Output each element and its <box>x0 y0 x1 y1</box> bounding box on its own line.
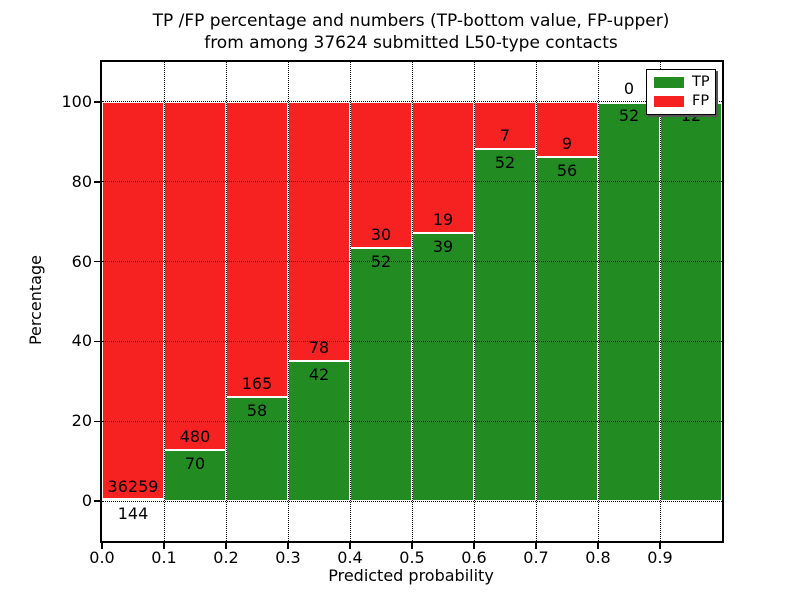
y-gridline <box>102 340 722 342</box>
x-gridline <box>225 62 227 541</box>
x-tickmark <box>659 543 661 549</box>
bar-label-fp: 0 <box>623 78 635 98</box>
y-tickmark <box>94 500 100 502</box>
bar-segment-tp <box>474 149 536 502</box>
bar-label-fp: 30 <box>370 224 392 244</box>
plot-area: 3625914448070165587842305219397529560520… <box>100 60 724 543</box>
x-tickmark <box>597 543 599 549</box>
y-tickmark <box>94 101 100 103</box>
bar-label-tp: 70 <box>184 454 206 474</box>
y-tick-label: 100 <box>61 91 92 111</box>
bar-label-tp: 52 <box>618 105 640 125</box>
y-tick-label: 80 <box>71 171 92 191</box>
legend-row-tp: TP <box>654 74 710 90</box>
x-tickmark <box>535 543 537 549</box>
y-tick-label: 60 <box>71 251 92 271</box>
x-gridline <box>411 62 413 541</box>
bar-segment-fp <box>288 101 350 362</box>
bar-label-fp: 7 <box>499 126 511 146</box>
x-gridline <box>349 62 351 541</box>
bar-label-tp: 144 <box>117 503 149 523</box>
x-tick-label: 0.1 <box>151 548 177 567</box>
x-tick-label: 0.9 <box>647 548 673 567</box>
bar-segment-fp <box>350 101 412 248</box>
y-gridline <box>102 101 722 103</box>
bar-label-tp: 56 <box>556 161 578 181</box>
legend: TP FP <box>646 69 716 115</box>
chart-title: TP /FP percentage and numbers (TP-bottom… <box>100 10 722 54</box>
bar-segment-fp <box>474 101 536 150</box>
y-gridline <box>102 181 722 183</box>
bar-label-fp: 165 <box>241 374 273 394</box>
x-tick-label: 0.0 <box>89 548 115 567</box>
y-tickmark <box>94 181 100 183</box>
y-gridline <box>102 261 722 263</box>
chart-title-line2: from among 37624 submitted L50-type cont… <box>204 33 618 53</box>
y-tick-label: 0 <box>81 491 92 511</box>
x-gridline <box>597 62 599 541</box>
bar-label-tp: 42 <box>308 365 330 385</box>
bar-label-fp: 19 <box>432 209 454 229</box>
x-tick-label: 0.4 <box>337 548 363 567</box>
x-tickmark <box>411 543 413 549</box>
x-tickmark <box>225 543 227 549</box>
fp-swatch-icon <box>654 96 684 107</box>
bar-segment-tp <box>288 361 350 502</box>
y-gridline <box>102 420 722 422</box>
y-tickmark <box>94 420 100 422</box>
bar-segment-tp <box>412 232 474 502</box>
y-tickmark <box>94 260 100 263</box>
legend-row-fp: FP <box>654 93 710 109</box>
y-tick-label: 40 <box>71 331 92 351</box>
bar-label-tp: 52 <box>370 251 392 271</box>
x-tick-label: 0.2 <box>213 548 239 567</box>
y-tickmark <box>94 340 100 343</box>
tp-swatch-icon <box>654 77 684 88</box>
x-gridline <box>287 62 289 541</box>
x-axis-label: Predicted probability <box>328 566 494 585</box>
legend-label-fp: FP <box>692 93 710 109</box>
x-tick-label: 0.5 <box>399 548 425 567</box>
bar-label-fp: 9 <box>561 134 573 154</box>
bar-label-tp: 52 <box>494 153 516 173</box>
x-tickmark <box>101 543 103 549</box>
bar-label-fp: 480 <box>179 427 211 447</box>
x-gridline <box>535 62 537 541</box>
bar-label-tp: 39 <box>432 236 454 256</box>
bar-segment-tp <box>660 101 722 502</box>
bar-segment-fp <box>164 101 226 451</box>
bar-label-fp: 78 <box>308 338 330 358</box>
y-axis-label: Percentage <box>26 255 45 346</box>
bar-segment-fp <box>412 101 474 233</box>
x-tick-label: 0.3 <box>275 548 301 567</box>
x-tickmark <box>163 543 165 549</box>
bar-segment-fp <box>536 101 598 158</box>
bar-segment-tp <box>536 157 598 502</box>
chart-title-line1: TP /FP percentage and numbers (TP-bottom… <box>152 11 670 31</box>
x-tick-label: 0.8 <box>585 548 611 567</box>
x-tick-label: 0.6 <box>461 548 487 567</box>
bar-segment-fp <box>226 101 288 398</box>
x-tickmark <box>349 543 351 549</box>
bar-label-fp: 36259 <box>107 476 159 496</box>
x-gridline <box>659 62 661 541</box>
x-tickmark <box>473 543 475 549</box>
x-gridline <box>473 62 475 541</box>
y-tick-label: 20 <box>71 411 92 431</box>
bar-segment-tp <box>350 247 412 502</box>
x-tick-label: 0.7 <box>523 548 549 567</box>
legend-label-tp: TP <box>692 74 710 90</box>
y-gridline <box>102 500 722 502</box>
bar-label-tp: 58 <box>246 401 268 421</box>
x-gridline <box>163 62 165 541</box>
x-tickmark <box>287 543 289 549</box>
bar-segment-tp <box>164 450 226 502</box>
